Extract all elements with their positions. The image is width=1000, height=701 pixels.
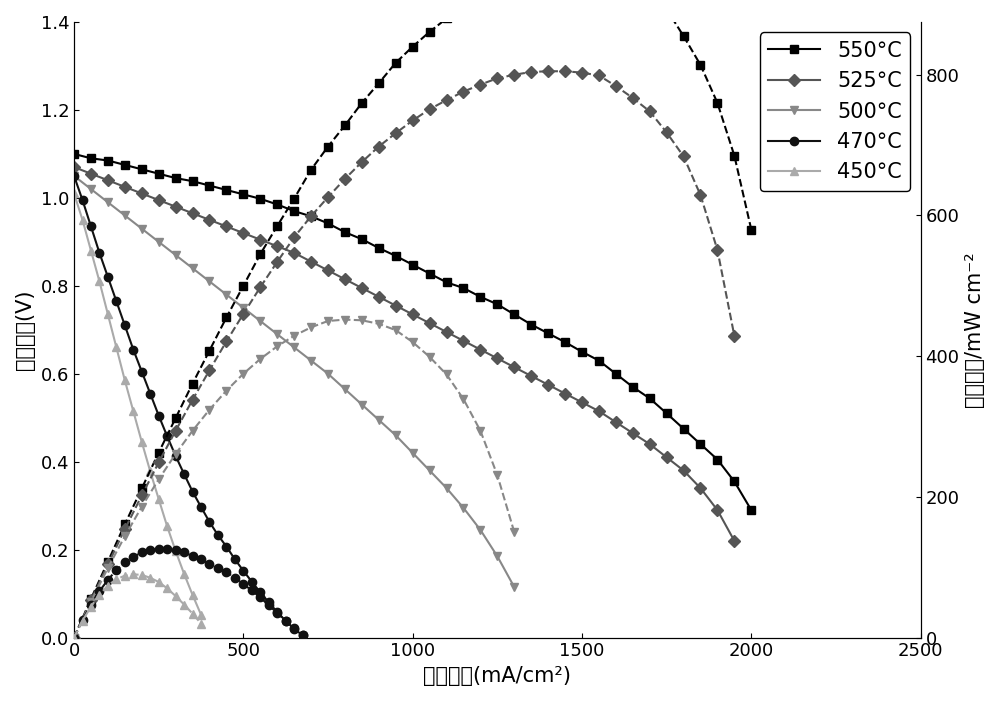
Y-axis label: 开路电压(V): 开路电压(V)	[15, 290, 35, 370]
Legend: 550°C, 525°C, 500°C, 470°C, 450°C: 550°C, 525°C, 500°C, 470°C, 450°C	[760, 32, 910, 191]
X-axis label: 电流密度(mA/cm²): 电流密度(mA/cm²)	[423, 666, 571, 686]
Y-axis label: 功率密度/mW cm⁻²: 功率密度/mW cm⁻²	[965, 252, 985, 408]
